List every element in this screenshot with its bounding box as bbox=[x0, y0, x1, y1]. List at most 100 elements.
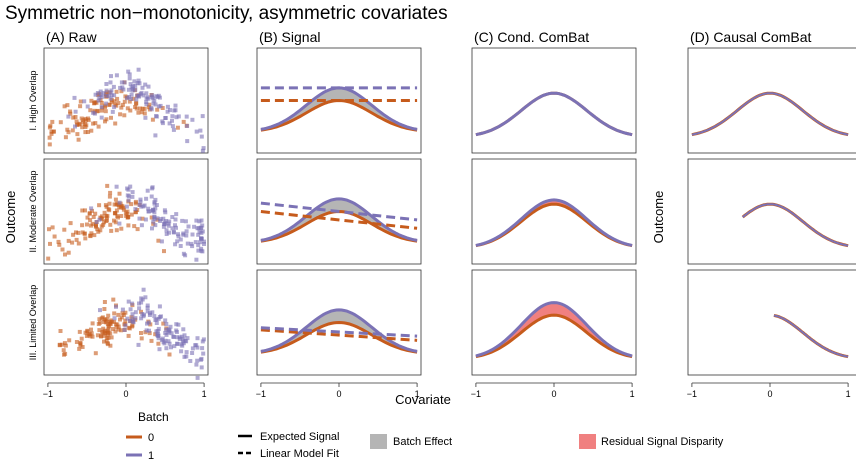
scatter-point bbox=[68, 109, 73, 114]
scatter-point bbox=[125, 215, 130, 220]
scatter-point bbox=[47, 135, 52, 140]
combat-curve-batch1 bbox=[475, 91, 633, 137]
scatter-point bbox=[83, 130, 88, 135]
scatter-point bbox=[194, 343, 199, 348]
scatter-point bbox=[159, 239, 164, 244]
scatter-point bbox=[76, 137, 81, 142]
scatter-point bbox=[117, 221, 122, 226]
scatter-point bbox=[107, 320, 112, 324]
scatter-point bbox=[80, 208, 85, 213]
scatter-point bbox=[152, 314, 157, 319]
scatter-point bbox=[129, 202, 134, 207]
scatter-point bbox=[131, 96, 136, 101]
row-label: II. Moderate Overlap bbox=[28, 170, 38, 252]
scatter-point bbox=[130, 316, 135, 321]
scatter-point bbox=[196, 248, 201, 253]
scatter-point bbox=[173, 223, 177, 228]
scatter-point bbox=[168, 108, 172, 113]
scatter-point bbox=[114, 208, 119, 213]
scatter-point bbox=[139, 336, 144, 341]
scatter-point bbox=[184, 350, 189, 355]
scatter-point bbox=[147, 331, 152, 336]
linear-fit-batch0 bbox=[260, 210, 418, 230]
scatter-point bbox=[145, 188, 150, 193]
scatter-point bbox=[145, 305, 150, 310]
scatter-point bbox=[172, 334, 176, 339]
scatter-point bbox=[146, 206, 151, 211]
scatter-point bbox=[49, 131, 54, 136]
scatter-point bbox=[197, 219, 202, 224]
scatter-point bbox=[85, 215, 90, 220]
scatter-point bbox=[163, 338, 168, 343]
scatter-point bbox=[139, 309, 143, 314]
scatter-point bbox=[193, 240, 198, 245]
legend-batch-effect-label: Batch Effect bbox=[393, 436, 452, 448]
scatter-point bbox=[137, 202, 142, 207]
scatter-point bbox=[153, 332, 158, 337]
x-tick-label: 0 bbox=[551, 389, 556, 399]
scatter-point bbox=[201, 351, 206, 356]
scatter-point bbox=[107, 194, 112, 199]
legend-batch1-label: 1 bbox=[148, 450, 154, 462]
scatter-point bbox=[118, 85, 123, 90]
scatter-point bbox=[98, 308, 102, 313]
scatter-point bbox=[123, 310, 128, 315]
scatter-point bbox=[58, 329, 63, 333]
scatter-point bbox=[136, 67, 141, 72]
scatter-point bbox=[190, 117, 195, 122]
x-tick-label: −1 bbox=[43, 389, 53, 399]
scatter-point bbox=[103, 119, 107, 124]
scatter-point bbox=[74, 340, 79, 344]
scatter-point bbox=[49, 129, 54, 134]
scatter-point bbox=[162, 249, 166, 254]
scatter-point bbox=[120, 85, 125, 90]
scatter-point bbox=[66, 130, 71, 135]
scatter-point bbox=[104, 117, 109, 122]
scatter-point bbox=[65, 103, 70, 108]
scatter-point bbox=[183, 219, 188, 224]
scatter-point bbox=[63, 252, 67, 257]
scatter-point bbox=[108, 90, 113, 95]
combat-curve-batch1 bbox=[475, 198, 633, 247]
scatter-point bbox=[61, 348, 66, 353]
scatter-point bbox=[106, 324, 111, 329]
scatter-point bbox=[85, 104, 90, 109]
combat-curve-batch0 bbox=[475, 91, 633, 137]
scatter-point bbox=[98, 89, 103, 94]
x-tick-label: 1 bbox=[846, 389, 851, 399]
scatter-point bbox=[97, 203, 102, 208]
scatter-point bbox=[89, 206, 94, 211]
scatter-point bbox=[126, 223, 131, 228]
scatter-point bbox=[174, 115, 179, 120]
scatter-point bbox=[125, 316, 130, 321]
x-tick-label: −1 bbox=[687, 389, 697, 399]
scatter-point bbox=[62, 104, 67, 109]
scatter-point bbox=[170, 114, 175, 119]
scatter-point bbox=[156, 326, 161, 331]
scatter-point bbox=[194, 218, 199, 223]
scatter-point bbox=[119, 205, 123, 210]
combat-curve-batch0 bbox=[475, 313, 633, 359]
scatter-point bbox=[96, 98, 101, 103]
scatter-point bbox=[109, 115, 113, 120]
scatter-point bbox=[91, 121, 96, 126]
scatter-point bbox=[199, 365, 204, 370]
scatter-point bbox=[122, 328, 127, 332]
scatter-point bbox=[104, 88, 109, 93]
scatter-point bbox=[115, 322, 120, 327]
panel-frame bbox=[687, 269, 856, 376]
scatter-point bbox=[145, 309, 150, 314]
scatter-point bbox=[93, 223, 98, 228]
scatter-point bbox=[93, 121, 98, 126]
scatter-point bbox=[147, 313, 152, 317]
legend: Batch 0 1 Expected Signal Linear Model F… bbox=[126, 410, 724, 462]
scatter-point bbox=[157, 304, 162, 309]
x-tick-label: −1 bbox=[471, 389, 481, 399]
scatter-point bbox=[92, 233, 97, 238]
scatter-point bbox=[149, 215, 154, 220]
scatter-point bbox=[167, 219, 172, 224]
scatter-point bbox=[166, 327, 171, 332]
scatter-point bbox=[128, 319, 132, 323]
scatter-point bbox=[172, 108, 177, 113]
scatter-point bbox=[47, 227, 51, 232]
